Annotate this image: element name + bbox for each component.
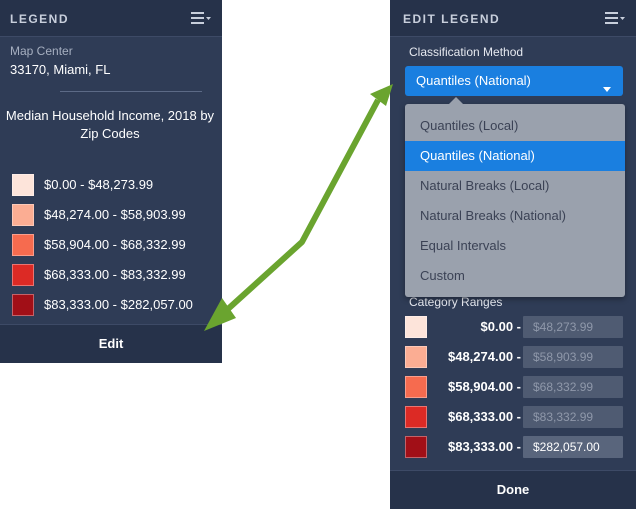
range-row: $83,333.00 - $282,057.00: [405, 436, 625, 458]
double-arrow-icon: [204, 84, 393, 331]
color-swatch[interactable]: [405, 406, 427, 428]
edit-legend-header: EDIT LEGEND: [390, 0, 636, 37]
range-row: $48,274.00 - $58,903.99: [405, 346, 625, 368]
caret-down-icon: [603, 79, 611, 97]
range-min: $58,904.00 -: [447, 379, 521, 394]
option-natural-breaks-national[interactable]: Natural Breaks (National): [420, 208, 566, 223]
hamburger-menu-icon[interactable]: [190, 9, 214, 27]
range-label: $83,333.00 - $282,057.00: [44, 297, 193, 312]
range-row: $68,333.00 - $83,332.99: [405, 406, 625, 428]
selected-method: Quantiles (National): [416, 73, 531, 88]
range-label: $0.00 - $48,273.99: [44, 177, 154, 192]
color-swatch: [12, 294, 34, 316]
legend-map-title: Median Household Income, 2018 by Zip Cod…: [5, 108, 215, 141]
map-center-value: 33170, Miami, FL: [10, 62, 111, 77]
range-min: $48,274.00 -: [447, 349, 521, 364]
category-ranges-label: Category Ranges: [409, 295, 503, 309]
classification-method-label: Classification Method: [409, 45, 524, 59]
color-swatch: [12, 204, 34, 226]
edit-legend-title: EDIT LEGEND: [403, 12, 501, 26]
hamburger-menu-icon[interactable]: [604, 9, 628, 27]
color-swatch: [12, 264, 34, 286]
option-quantiles-local[interactable]: Quantiles (Local): [420, 118, 519, 133]
range-row: $0.00 - $48,273.99: [405, 316, 625, 338]
color-swatch: [12, 174, 34, 196]
edit-button[interactable]: Edit: [0, 324, 222, 363]
range-max-input[interactable]: $48,273.99: [523, 316, 623, 338]
option-custom[interactable]: Custom: [420, 268, 465, 283]
map-center-label: Map Center: [10, 44, 73, 58]
legend-header: LEGEND: [0, 0, 222, 37]
classification-method-dropdown: Quantiles (Local) Quantiles (National) N…: [405, 97, 625, 297]
color-swatch[interactable]: [405, 376, 427, 398]
color-swatch[interactable]: [405, 316, 427, 338]
done-button[interactable]: Done: [390, 470, 636, 509]
dropdown-notch: [449, 97, 463, 104]
range-min: $83,333.00 -: [447, 439, 521, 454]
range-max-input[interactable]: $282,057.00: [523, 436, 623, 458]
range-max-input[interactable]: $83,332.99: [523, 406, 623, 428]
range-min: $68,333.00 -: [447, 409, 521, 424]
range-label: $58,904.00 - $68,332.99: [44, 237, 186, 252]
legend-title: LEGEND: [10, 12, 70, 26]
option-equal-intervals[interactable]: Equal Intervals: [420, 238, 506, 253]
option-quantiles-national[interactable]: Quantiles (National): [405, 141, 625, 171]
option-natural-breaks-local[interactable]: Natural Breaks (Local): [420, 178, 550, 193]
range-max-input[interactable]: $58,903.99: [523, 346, 623, 368]
range-max-input[interactable]: $68,332.99: [523, 376, 623, 398]
divider: [60, 91, 202, 92]
range-min: $0.00 -: [480, 319, 521, 334]
color-swatch[interactable]: [405, 436, 427, 458]
legend-panel: LEGEND Map Center 33170, Miami, FL Media…: [0, 0, 222, 363]
color-swatch[interactable]: [405, 346, 427, 368]
range-label: $68,333.00 - $83,332.99: [44, 267, 186, 282]
classification-method-select[interactable]: Quantiles (National): [405, 66, 623, 96]
range-label: $48,274.00 - $58,903.99: [44, 207, 186, 222]
range-row: $58,904.00 - $68,332.99: [405, 376, 625, 398]
color-swatch: [12, 234, 34, 256]
